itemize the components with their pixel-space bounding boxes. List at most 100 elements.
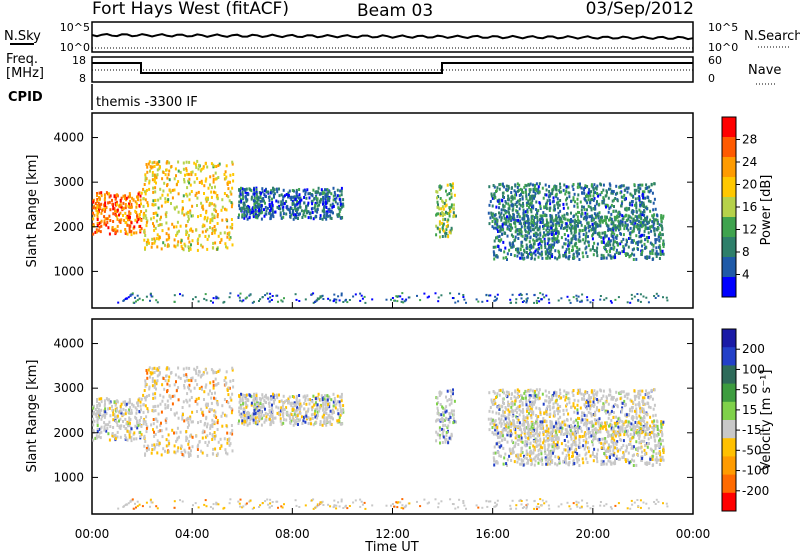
echo-cell xyxy=(524,434,527,438)
echo-cell xyxy=(496,227,499,231)
echo-cell xyxy=(619,212,622,216)
echo-cell xyxy=(612,404,615,408)
echo-cell xyxy=(96,418,99,422)
echo-cell xyxy=(177,398,180,402)
echo-cell xyxy=(299,205,302,209)
echo-cell xyxy=(526,208,529,212)
echo-cell xyxy=(581,293,584,296)
echo-cell xyxy=(547,233,550,237)
echo-cell xyxy=(150,245,153,249)
echo-cell xyxy=(551,228,554,232)
echo-cell xyxy=(532,219,535,222)
echo-cell xyxy=(452,392,454,396)
echo-cell xyxy=(249,208,252,212)
echo-cell xyxy=(155,299,158,302)
echo-cell xyxy=(156,419,159,423)
echo-cell xyxy=(245,420,248,424)
echo-cell xyxy=(507,184,510,188)
echo-cell xyxy=(515,410,518,414)
echo-cell xyxy=(644,218,647,221)
echo-cell xyxy=(139,400,142,404)
echo-cell xyxy=(592,253,595,257)
echo-cell xyxy=(270,207,273,211)
echo-cell xyxy=(563,233,566,236)
noise-tick-top-left: 10^5 xyxy=(60,21,90,34)
echo-cell xyxy=(206,434,209,438)
echo-cell xyxy=(226,225,229,229)
echo-cell xyxy=(639,389,642,393)
echo-cell xyxy=(554,207,556,211)
echo-cell xyxy=(108,420,111,424)
echo-cell xyxy=(232,379,235,382)
echo-cell xyxy=(259,205,262,209)
echo-cell xyxy=(151,448,154,452)
echo-cell xyxy=(435,430,438,434)
echo-cell xyxy=(516,405,519,409)
echo-cell xyxy=(311,405,314,409)
echo-cell xyxy=(165,238,168,242)
echo-cell xyxy=(96,206,99,209)
echo-cell xyxy=(123,424,126,428)
echo-cell xyxy=(330,217,333,220)
echo-cell xyxy=(556,234,559,238)
echo-cell xyxy=(532,204,535,208)
echo-cell xyxy=(263,199,265,203)
echo-cell xyxy=(654,238,657,242)
echo-cell xyxy=(509,217,511,221)
echo-cell xyxy=(125,422,128,426)
echo-cell xyxy=(442,207,445,211)
echo-cell xyxy=(636,421,638,425)
echo-cell xyxy=(255,192,258,196)
echo-cell xyxy=(213,396,215,400)
echo-cell xyxy=(259,399,262,403)
echo-cell xyxy=(202,429,205,433)
echo-cell xyxy=(275,187,278,191)
echo-cell xyxy=(223,398,226,401)
echo-cell xyxy=(144,214,147,218)
echo-cell xyxy=(322,198,325,202)
echo-cell xyxy=(129,206,132,209)
echo-cell xyxy=(327,214,330,218)
echo-cell xyxy=(145,188,148,192)
echo-cell xyxy=(170,371,173,374)
echo-cell xyxy=(157,198,160,202)
echo-cell xyxy=(168,236,171,240)
echo-cell xyxy=(607,253,610,257)
echo-cell xyxy=(439,235,441,239)
echo-cell xyxy=(299,196,302,200)
echo-cell xyxy=(448,206,451,210)
echo-cell xyxy=(128,435,131,439)
echo-cell xyxy=(196,248,199,252)
echo-cell xyxy=(450,409,453,413)
echo-cell xyxy=(526,299,528,302)
echo-cell xyxy=(562,227,565,230)
echo-cell xyxy=(493,213,496,217)
echo-cell xyxy=(615,390,618,394)
echo-cell xyxy=(508,228,511,231)
echo-cell xyxy=(563,183,566,187)
echo-cell xyxy=(526,297,529,300)
echo-cell xyxy=(182,194,185,198)
echo-cell xyxy=(290,419,293,423)
echo-cell xyxy=(260,413,263,417)
echo-cell xyxy=(579,229,582,233)
echo-cell xyxy=(521,401,524,405)
echo-cell xyxy=(298,300,301,302)
echo-cell xyxy=(507,207,510,211)
nsky-label: N.Sky xyxy=(4,29,41,44)
echo-cell xyxy=(327,297,330,300)
echo-cell xyxy=(92,224,95,228)
echo-cell xyxy=(553,185,556,189)
echo-cell xyxy=(662,239,665,243)
echo-cell xyxy=(173,431,175,435)
echo-cell xyxy=(616,215,619,219)
echo-cell xyxy=(266,292,269,295)
echo-cell xyxy=(253,300,255,303)
echo-cell xyxy=(618,211,621,215)
echo-cell xyxy=(641,249,644,253)
echo-cell xyxy=(125,402,128,406)
echo-cell xyxy=(313,403,316,407)
echo-cell xyxy=(646,236,649,240)
echo-cell xyxy=(508,410,511,414)
echo-cell xyxy=(635,415,638,419)
